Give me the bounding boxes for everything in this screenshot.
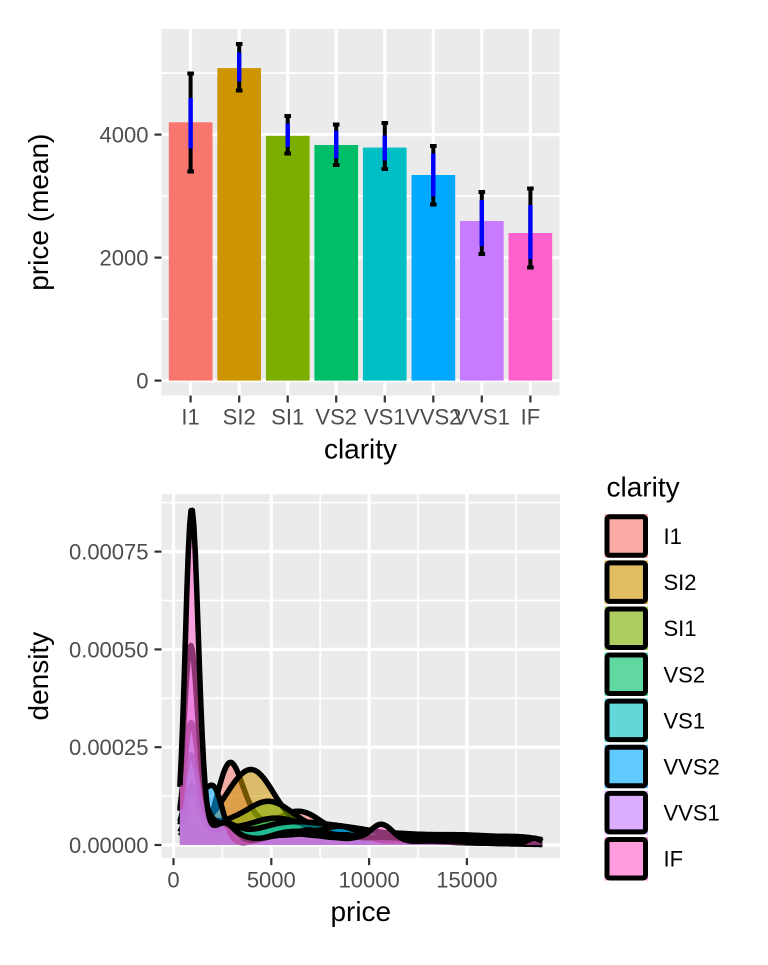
svg-text:SI1: SI1	[271, 405, 304, 430]
svg-text:VS2: VS2	[315, 405, 357, 430]
svg-text:0: 0	[136, 369, 148, 394]
svg-text:SI2: SI2	[223, 405, 256, 430]
svg-text:0: 0	[167, 868, 179, 893]
svg-text:I1: I1	[664, 524, 682, 549]
svg-text:VVS2: VVS2	[664, 755, 720, 780]
svg-text:VVS2: VVS2	[405, 405, 461, 430]
svg-text:VS2: VS2	[664, 662, 706, 687]
svg-text:0.00025: 0.00025	[69, 735, 149, 760]
svg-text:15000: 15000	[436, 868, 497, 893]
svg-text:0.00000: 0.00000	[69, 833, 149, 858]
svg-text:IF: IF	[664, 847, 684, 872]
svg-text:price (mean): price (mean)	[23, 134, 54, 291]
svg-text:10000: 10000	[339, 868, 400, 893]
svg-text:5000: 5000	[247, 868, 296, 893]
svg-text:I1: I1	[181, 405, 199, 430]
svg-text:SI2: SI2	[664, 570, 697, 595]
svg-text:clarity: clarity	[324, 434, 397, 465]
svg-text:0.00075: 0.00075	[69, 540, 149, 565]
svg-text:density: density	[23, 632, 54, 721]
svg-text:SI1: SI1	[664, 616, 697, 641]
svg-text:2000: 2000	[100, 246, 149, 271]
svg-text:4000: 4000	[100, 123, 149, 148]
svg-text:VVS1: VVS1	[454, 405, 510, 430]
svg-text:VS1: VS1	[664, 708, 706, 733]
svg-text:VVS1: VVS1	[664, 801, 720, 826]
svg-text:IF: IF	[521, 405, 541, 430]
svg-text:clarity: clarity	[607, 472, 680, 503]
svg-text:price: price	[330, 896, 391, 927]
svg-text:VS1: VS1	[364, 405, 406, 430]
svg-text:0.00050: 0.00050	[69, 637, 149, 662]
